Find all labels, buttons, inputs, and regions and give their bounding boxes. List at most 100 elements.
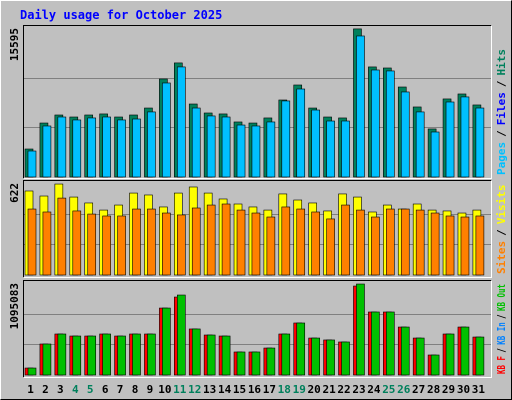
legend-separator: / [495,314,508,319]
bar [162,307,171,376]
x-tick-label: 18 [278,383,291,396]
x-tick-label: 11 [173,383,187,396]
panel-bevel-light [23,180,492,278]
bar [177,214,186,276]
x-tick-label: 27 [412,383,425,396]
bar [117,335,126,376]
bar [236,351,246,376]
x-tick-label: 31 [472,383,486,396]
panel-bevel-dark [23,25,492,179]
legend-separator: / [495,80,508,87]
x-tick-label: 22 [337,383,350,396]
x-tick-label: 30 [457,383,470,396]
x-tick-label: 19 [293,383,306,396]
bar [356,283,365,376]
bar [147,111,156,178]
bar [281,100,291,178]
bar [177,294,186,376]
x-tick-label: 23 [352,383,365,396]
bar [460,96,470,178]
bar [221,116,231,178]
bar [87,117,97,178]
bar [415,111,425,178]
bar [445,215,455,276]
bar [72,119,82,178]
bar [296,208,306,276]
legend: Pages / Files / Hits [495,49,508,175]
panel-bevel-light [23,280,492,378]
y-tick-label: 15595 [8,28,21,61]
bar [57,197,67,276]
x-tick-label: 2 [42,383,49,396]
x-tick-label: 8 [132,383,139,396]
bar [445,101,455,178]
bar [430,131,440,178]
bar [341,341,350,376]
panel-bevel-dark [23,280,492,378]
legend-entry: KB Out [495,284,508,311]
bar [326,120,335,178]
bar [206,204,216,276]
bar [266,121,276,178]
bar [132,118,141,178]
legend-entry: KB F [495,356,508,374]
bar [415,337,425,376]
bar [386,70,395,178]
bar [191,328,201,376]
legend-separator: / [495,348,508,353]
x-tick-label: 14 [218,383,232,396]
x-tick-label: 16 [248,383,262,396]
bar [386,208,395,276]
legend-entry: Pages [495,142,508,175]
x-tick-label: 3 [57,383,64,396]
bar [132,333,141,376]
bar [326,339,335,376]
bar [400,208,410,276]
x-tick-label: 13 [203,383,216,396]
bar [87,213,97,276]
bar [221,203,231,276]
bar [296,322,306,376]
bar [371,69,380,178]
bar [102,333,111,376]
x-tick-label: 21 [322,383,336,396]
bar [356,209,365,276]
bar [475,215,485,276]
bar [356,35,365,178]
x-tick-label: 9 [147,383,154,396]
bar [57,116,67,178]
legend-entry: Visits [495,185,508,225]
bar [162,212,171,276]
panel-bevel-light [23,25,492,179]
x-tick-label: 10 [158,383,171,396]
bar [415,209,425,276]
legend: KB F / KB In / KB Out [495,284,508,374]
x-tick-label: 12 [188,383,201,396]
bar [206,115,216,178]
bar [191,107,201,178]
bar [236,209,246,276]
bar [251,351,261,376]
bar [311,337,320,376]
bar [475,336,485,376]
bar [251,125,261,178]
bar [371,216,380,276]
y-tick-label: 622 [8,183,21,203]
chart-title: Daily usage for October 2025 [20,8,222,22]
bar [236,124,246,178]
x-tick-label: 26 [397,383,411,396]
bar [102,215,111,276]
legend-entry: KB In [495,322,508,344]
bar [400,326,410,376]
x-tick-label: 5 [87,383,94,396]
bar [266,347,276,376]
bar [42,343,52,376]
x-tick-label: 4 [72,383,79,396]
bar [117,119,126,178]
bar [281,206,291,276]
bar [341,120,350,178]
x-tick-label: 25 [382,383,395,396]
bar [266,216,276,276]
